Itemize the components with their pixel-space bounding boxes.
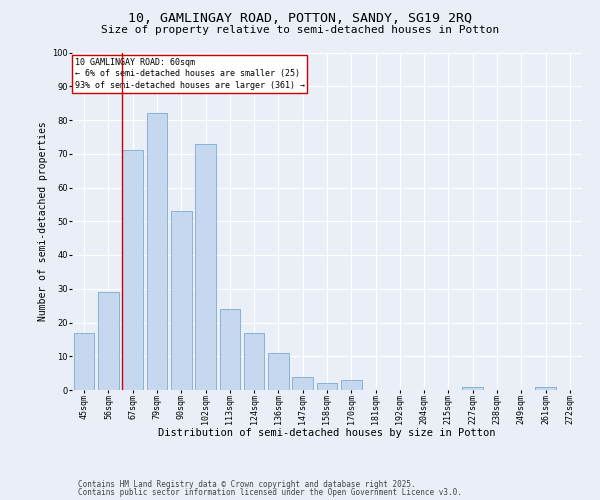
Text: Contains public sector information licensed under the Open Government Licence v3: Contains public sector information licen… xyxy=(78,488,462,497)
Y-axis label: Number of semi-detached properties: Number of semi-detached properties xyxy=(38,122,48,321)
Bar xyxy=(146,114,167,390)
Bar xyxy=(341,380,362,390)
Bar xyxy=(317,383,337,390)
Text: 10 GAMLINGAY ROAD: 60sqm
← 6% of semi-detached houses are smaller (25)
93% of se: 10 GAMLINGAY ROAD: 60sqm ← 6% of semi-de… xyxy=(74,58,305,90)
Bar xyxy=(244,332,265,390)
X-axis label: Distribution of semi-detached houses by size in Potton: Distribution of semi-detached houses by … xyxy=(158,428,496,438)
Bar xyxy=(292,376,313,390)
Bar xyxy=(195,144,216,390)
Bar xyxy=(98,292,119,390)
Text: Size of property relative to semi-detached houses in Potton: Size of property relative to semi-detach… xyxy=(101,25,499,35)
Bar xyxy=(74,332,94,390)
Bar xyxy=(535,386,556,390)
Bar xyxy=(268,353,289,390)
Bar xyxy=(171,211,191,390)
Bar xyxy=(463,386,483,390)
Bar xyxy=(122,150,143,390)
Text: Contains HM Land Registry data © Crown copyright and database right 2025.: Contains HM Land Registry data © Crown c… xyxy=(78,480,416,489)
Text: 10, GAMLINGAY ROAD, POTTON, SANDY, SG19 2RQ: 10, GAMLINGAY ROAD, POTTON, SANDY, SG19 … xyxy=(128,12,472,26)
Bar xyxy=(220,309,240,390)
